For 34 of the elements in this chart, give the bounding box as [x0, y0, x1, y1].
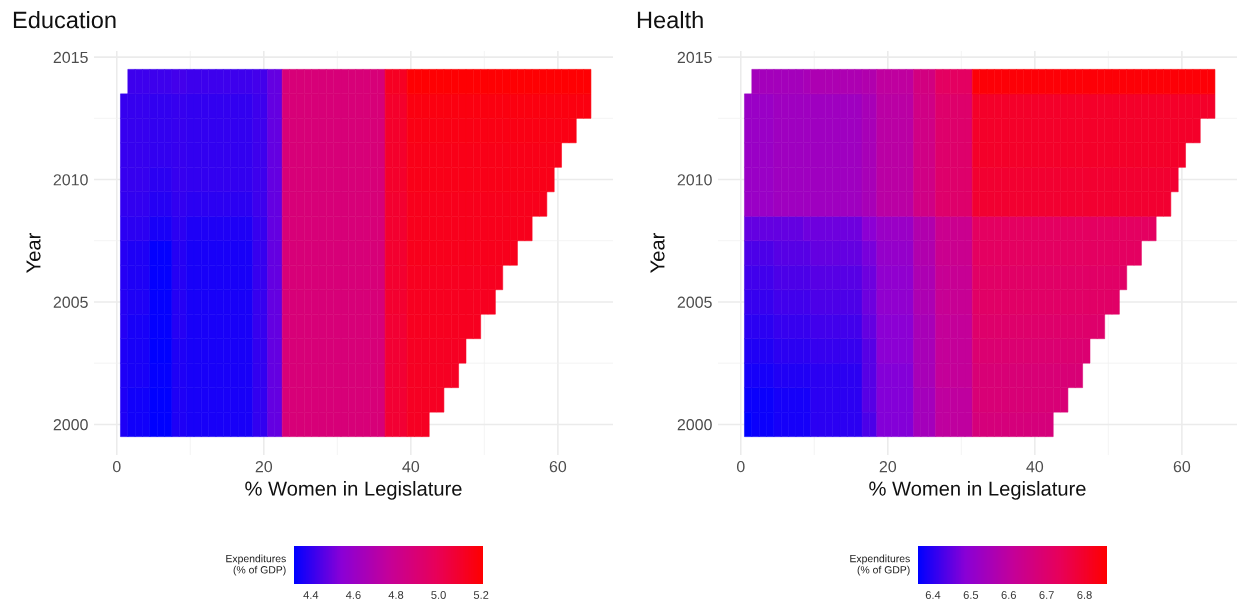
- y-tick-label: 2000: [677, 419, 712, 431]
- y-axis-title: Year: [650, 232, 665, 273]
- x-tick-label: 0: [736, 460, 745, 473]
- color-bar-label: 4.6: [345, 591, 361, 599]
- y-tick-label: 2015: [677, 51, 712, 64]
- color-bar-title: Expenditures (% of GDP): [226, 554, 286, 576]
- color-bar-label: 6.5: [963, 591, 979, 599]
- y-tick-label: 2005: [53, 296, 88, 308]
- color-bar-label: 4.8: [388, 591, 404, 599]
- color-bar-label: 6.6: [1001, 591, 1016, 599]
- color-bar-label: 6.4: [925, 591, 941, 599]
- x-tick-label: 40: [1026, 460, 1044, 473]
- x-tick-label: 20: [255, 460, 273, 473]
- x-tick-label: 0: [112, 460, 121, 473]
- x-tick-label: 60: [549, 460, 567, 473]
- color-bar-label: 6.8: [1077, 591, 1092, 599]
- x-axis-title: % Women in Legislature: [869, 481, 1086, 500]
- color-bar-label: 6.7: [1039, 591, 1054, 599]
- color-bar-label: 5.2: [473, 591, 489, 599]
- y-tick-label: 2005: [677, 296, 712, 308]
- chart-title: Health: [637, 11, 703, 29]
- x-tick-label: 40: [402, 460, 420, 473]
- chart-title: Education: [13, 11, 116, 29]
- color-bar-label: 4.4: [303, 591, 319, 599]
- y-tick-label: 2010: [53, 174, 88, 186]
- y-tick-label: 2015: [53, 51, 88, 64]
- x-tick-label: 20: [879, 460, 897, 473]
- color-bar-label: 5.0: [431, 591, 446, 599]
- color-bar-title: Expenditures (% of GDP): [850, 554, 910, 576]
- x-axis-title: % Women in Legislature: [245, 481, 462, 500]
- y-axis-title: Year: [26, 232, 41, 273]
- y-tick-label: 2000: [53, 419, 88, 431]
- y-tick-label: 2010: [677, 174, 712, 186]
- x-tick-label: 60: [1173, 460, 1191, 473]
